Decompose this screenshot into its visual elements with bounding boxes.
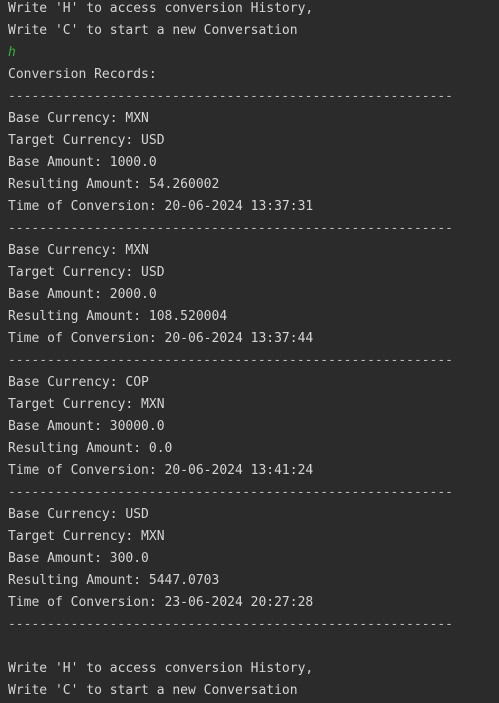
record-base-amount: Base Amount: 2000.0 [8,287,157,302]
record-time: Time of Conversion: 20-06-2024 13:37:44 [8,331,314,346]
record-target-currency: Target Currency: USD [8,265,165,280]
separator-line: ----------------------------------------… [8,353,453,368]
record-time: Time of Conversion: 20-06-2024 13:37:31 [8,199,314,214]
records-heading: Conversion Records: [8,67,157,82]
record-base-currency: Base Currency: MXN [8,243,149,258]
record-resulting-amount: Resulting Amount: 5447.0703 [8,573,220,588]
record-resulting-amount: Resulting Amount: 54.260002 [8,177,220,192]
console-line: Write 'H' to access conversion History, [8,1,314,16]
blank-line [8,636,499,658]
console-line: Write 'H' to access conversion History, [8,661,314,676]
record-resulting-amount: Resulting Amount: 108.520004 [8,309,228,324]
console-line: Write 'C' to start a new Conversation [8,683,298,698]
record-time: Time of Conversion: 20-06-2024 13:41:24 [8,463,314,478]
record-base-currency: Base Currency: USD [8,507,149,522]
console-line: Write 'C' to start a new Conversation [8,23,298,38]
record-target-currency: Target Currency: MXN [8,397,165,412]
separator-line: ----------------------------------------… [8,221,453,236]
user-input-echo: h [8,45,16,60]
record-target-currency: Target Currency: USD [8,133,165,148]
record-time: Time of Conversion: 23-06-2024 20:27:28 [8,595,314,610]
separator-line: ----------------------------------------… [8,89,453,104]
record-base-amount: Base Amount: 300.0 [8,551,149,566]
separator-line: ----------------------------------------… [8,485,453,500]
separator-line: ----------------------------------------… [8,617,453,632]
record-base-currency: Base Currency: COP [8,375,149,390]
record-base-amount: Base Amount: 30000.0 [8,419,165,434]
record-base-amount: Base Amount: 1000.0 [8,155,157,170]
record-base-currency: Base Currency: MXN [8,111,149,126]
record-resulting-amount: Resulting Amount: 0.0 [8,441,173,456]
record-target-currency: Target Currency: MXN [8,529,165,544]
